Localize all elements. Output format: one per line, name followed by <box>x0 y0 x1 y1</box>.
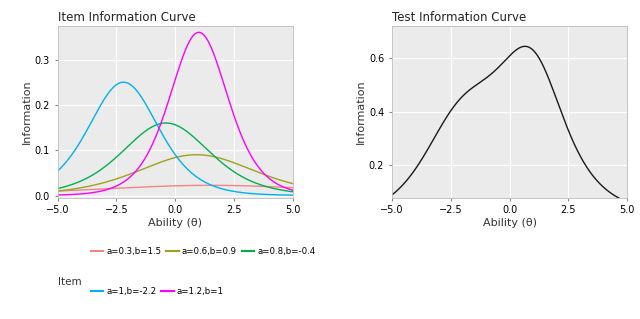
Line: a=0.6,b=0.9: a=0.6,b=0.9 <box>58 155 293 191</box>
a=0.8,b=-0.4 <box>242 177 250 181</box>
a=0.8,b=-0.4 <box>78 179 86 182</box>
a=0.8,b=-0.4 <box>216 159 223 163</box>
Text: Test Information Curve: Test Information Curve <box>392 11 526 24</box>
a=0.6,b=0.9 <box>193 153 200 157</box>
X-axis label: Ability (θ): Ability (θ) <box>483 218 536 228</box>
a=0.3,b=1.5 <box>237 184 245 188</box>
a=0.6,b=0.9 <box>157 160 165 164</box>
a=0.3,b=1.5 <box>54 189 61 193</box>
a=1,b=-2.2 <box>237 191 245 195</box>
a=0.8,b=-0.4 <box>237 174 245 178</box>
a=0.8,b=-0.4 <box>149 124 157 128</box>
a=0.6,b=0.9 <box>289 182 297 186</box>
a=0.8,b=-0.4 <box>289 190 297 194</box>
a=0.3,b=1.5 <box>216 183 223 187</box>
a=1,b=-2.2 <box>78 137 86 141</box>
X-axis label: Ability (θ): Ability (θ) <box>148 218 202 228</box>
a=0.6,b=0.9 <box>237 164 245 167</box>
a=0.6,b=0.9 <box>242 165 250 169</box>
Line: a=1,b=-2.2: a=1,b=-2.2 <box>58 82 293 195</box>
a=0.8,b=-0.4 <box>162 121 170 125</box>
a=1,b=-2.2 <box>120 80 127 84</box>
a=0.3,b=1.5 <box>289 186 297 189</box>
a=0.3,b=1.5 <box>78 188 86 192</box>
a=1.2,b=1 <box>54 193 61 197</box>
a=1,b=-2.2 <box>157 131 165 135</box>
Y-axis label: Information: Information <box>22 79 32 144</box>
a=1.2,b=1 <box>289 188 297 192</box>
a=1,b=-2.2 <box>289 193 297 197</box>
a=1,b=-2.2 <box>242 191 250 195</box>
a=0.8,b=-0.4 <box>157 122 165 125</box>
Text: Item Information Curve: Item Information Curve <box>58 11 195 24</box>
a=0.3,b=1.5 <box>149 185 157 189</box>
Legend: a=1,b=-2.2, a=1.2,b=1: a=1,b=-2.2, a=1.2,b=1 <box>91 286 224 296</box>
a=0.3,b=1.5 <box>207 183 214 187</box>
a=0.6,b=0.9 <box>216 156 223 160</box>
a=1.2,b=1 <box>78 192 86 196</box>
Legend: a=0.3,b=1.5, a=0.6,b=0.9, a=0.8,b=-0.4: a=0.3,b=1.5, a=0.6,b=0.9, a=0.8,b=-0.4 <box>91 247 316 256</box>
a=0.3,b=1.5 <box>242 184 250 188</box>
Line: a=1.2,b=1: a=1.2,b=1 <box>58 32 293 195</box>
a=0.6,b=0.9 <box>149 163 157 167</box>
a=1,b=-2.2 <box>216 186 223 190</box>
Y-axis label: Information: Information <box>356 79 366 144</box>
Line: a=0.3,b=1.5: a=0.3,b=1.5 <box>58 185 293 191</box>
a=0.8,b=-0.4 <box>54 187 61 190</box>
a=1.2,b=1 <box>195 30 203 34</box>
a=0.3,b=1.5 <box>157 184 165 188</box>
a=0.6,b=0.9 <box>54 189 61 193</box>
a=1.2,b=1 <box>242 143 250 147</box>
a=1.2,b=1 <box>157 121 165 124</box>
a=1,b=-2.2 <box>54 169 61 173</box>
a=1.2,b=1 <box>216 68 223 72</box>
a=1.2,b=1 <box>237 134 245 137</box>
Line: a=0.8,b=-0.4: a=0.8,b=-0.4 <box>58 123 293 192</box>
a=0.6,b=0.9 <box>78 186 86 189</box>
a=1.2,b=1 <box>149 142 157 145</box>
a=1,b=-2.2 <box>149 115 157 119</box>
Text: Item: Item <box>58 277 81 287</box>
